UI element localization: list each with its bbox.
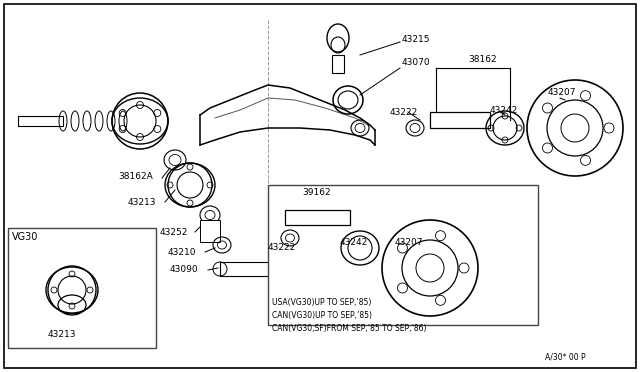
Bar: [332, 55, 344, 73]
Text: 43242: 43242: [340, 238, 368, 247]
Bar: [8, 228, 156, 348]
Bar: [285, 210, 350, 225]
Text: 43215: 43215: [402, 35, 431, 44]
Text: CAN(VG30,SF)FROM SEP,’85 TO SEP,’86): CAN(VG30,SF)FROM SEP,’85 TO SEP,’86): [272, 324, 426, 333]
Text: VG30: VG30: [12, 232, 38, 242]
Text: USA(VG30)UP TO SEP,’85): USA(VG30)UP TO SEP,’85): [272, 298, 371, 307]
Text: 43213: 43213: [48, 330, 77, 339]
Bar: [220, 262, 280, 276]
Text: 43242: 43242: [490, 106, 518, 115]
Text: 38162: 38162: [468, 55, 497, 64]
Text: 43252: 43252: [160, 228, 188, 237]
Bar: [268, 185, 538, 325]
Text: CAN(VG30)UP TO SEP,’85): CAN(VG30)UP TO SEP,’85): [272, 311, 372, 320]
Text: 43090: 43090: [170, 265, 198, 274]
Text: 43207: 43207: [395, 238, 424, 247]
Bar: [430, 112, 490, 128]
Text: 43222: 43222: [268, 243, 296, 252]
Bar: [200, 220, 220, 242]
Text: 43213: 43213: [128, 198, 157, 207]
Text: 39162: 39162: [302, 188, 331, 197]
Text: 38162A: 38162A: [118, 172, 153, 181]
Text: 43210: 43210: [168, 248, 196, 257]
Text: A/30* 00 P: A/30* 00 P: [545, 352, 586, 361]
Text: 43207: 43207: [548, 88, 577, 97]
Text: 43222: 43222: [390, 108, 419, 117]
Text: 43070: 43070: [402, 58, 431, 67]
Bar: [18, 116, 63, 126]
